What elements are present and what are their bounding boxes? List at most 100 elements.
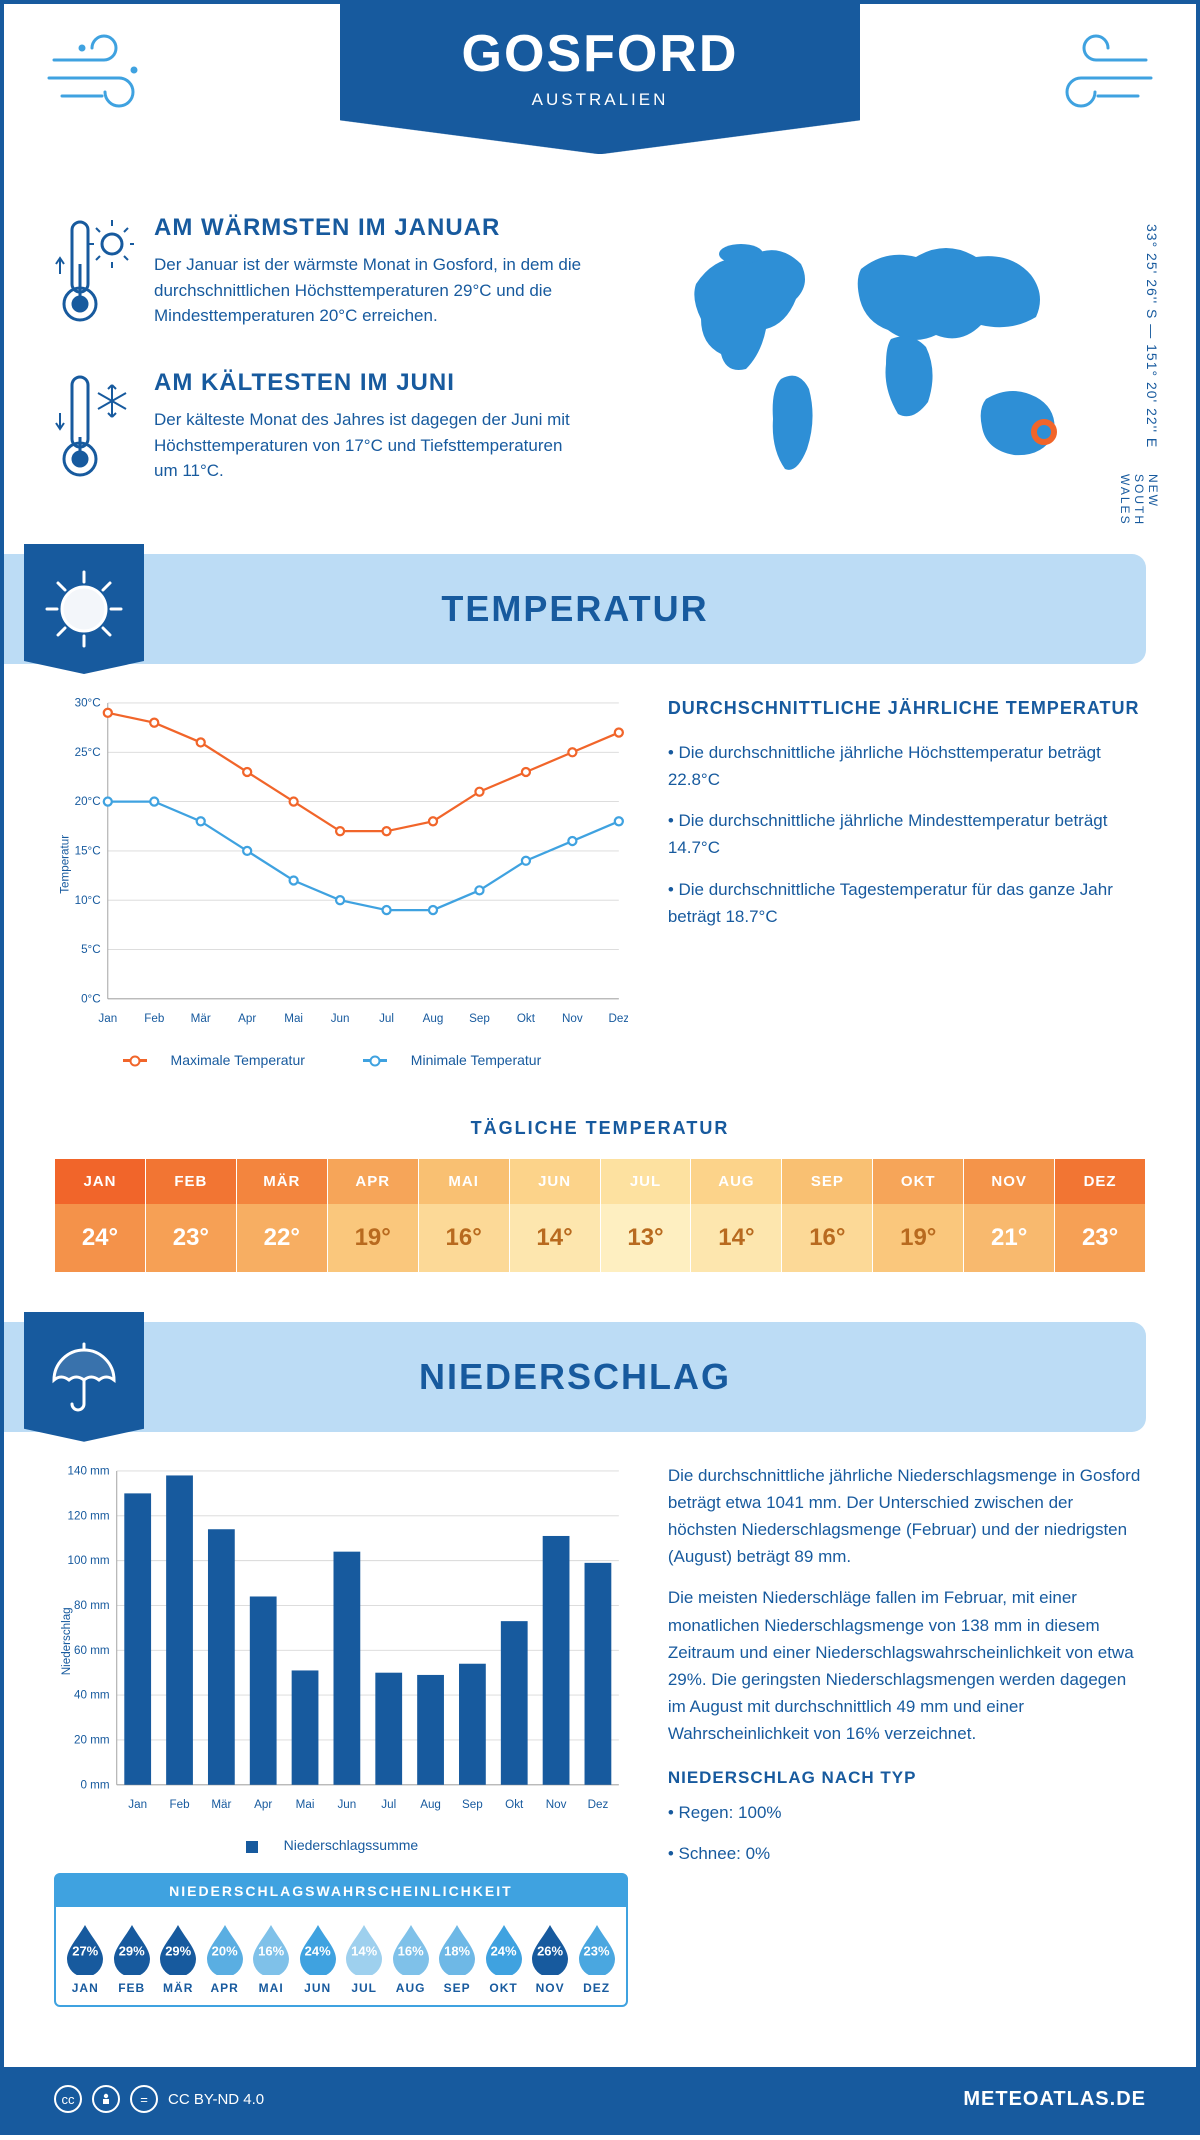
svg-text:60 mm: 60 mm [74, 1644, 110, 1657]
prob-cell: 29%MÄR [155, 1921, 201, 1995]
svg-text:Okt: Okt [505, 1798, 524, 1811]
precip-legend: Niederschlagssumme [54, 1837, 628, 1853]
section-title: TEMPERATUR [441, 588, 708, 630]
section-precipitation: NIEDERSCHLAG [4, 1322, 1146, 1432]
precip-text: Die meisten Niederschläge fallen im Febr… [668, 1584, 1146, 1747]
temp-bullet: • Die durchschnittliche jährliche Mindes… [668, 807, 1146, 861]
precip-type-bullet: • Schnee: 0% [668, 1840, 1146, 1867]
svg-text:Okt: Okt [517, 1012, 536, 1025]
prob-cell: 14%JUL [341, 1921, 387, 1995]
svg-text:Apr: Apr [254, 1798, 272, 1811]
prob-cell: 29%FEB [108, 1921, 154, 1995]
cc-icon: cc [54, 2085, 82, 2113]
temp-cell: MÄR22° [237, 1159, 328, 1272]
coordinates: 33° 25' 26'' S — 151° 20' 22'' E [1144, 224, 1160, 448]
wind-icon [1036, 30, 1156, 125]
brand: METEOATLAS.DE [963, 2088, 1146, 2111]
svg-text:Sep: Sep [462, 1798, 483, 1811]
legend-max: Maximale Temperatur [171, 1052, 305, 1068]
section-title: NIEDERSCHLAG [419, 1356, 731, 1398]
precipitation-bar-chart: 0 mm20 mm40 mm60 mm80 mm100 mm120 mm140 … [54, 1462, 628, 1821]
temperature-line-chart: 0°C5°C10°C15°C20°C25°C30°CJanFebMärAprMa… [54, 694, 628, 1035]
precip-text: Die durchschnittliche jährliche Niedersc… [668, 1462, 1146, 1571]
footer: cc = CC BY-ND 4.0 METEOATLAS.DE [4, 2067, 1196, 2131]
prob-cell: 24%JUN [294, 1921, 340, 1995]
svg-text:Nov: Nov [546, 1798, 567, 1811]
temp-text-title: DURCHSCHNITTLICHE JÄHRLICHE TEMPERATUR [668, 694, 1146, 723]
legend-sum: Niederschlagssumme [284, 1837, 419, 1853]
precip-probability-box: NIEDERSCHLAGSWAHRSCHEINLICHKEIT 27%JAN29… [54, 1873, 628, 2007]
svg-text:140 mm: 140 mm [68, 1464, 110, 1477]
coldest-fact: AM KÄLTESTEN IM JUNI Der kälteste Monat … [54, 369, 636, 494]
drop-icon: 24% [296, 1921, 340, 1975]
daily-temp-title: TÄGLICHE TEMPERATUR [4, 1118, 1196, 1139]
svg-text:80 mm: 80 mm [74, 1599, 110, 1612]
temp-cell: JAN24° [55, 1159, 146, 1272]
drop-icon: 18% [435, 1921, 479, 1975]
svg-text:25°C: 25°C [75, 746, 101, 759]
svg-text:Niederschlag: Niederschlag [60, 1607, 73, 1675]
drop-icon: 27% [63, 1921, 107, 1975]
svg-text:100 mm: 100 mm [68, 1554, 110, 1567]
temp-bullet: • Die durchschnittliche Tagestemperatur … [668, 876, 1146, 930]
svg-text:Mär: Mär [191, 1012, 211, 1025]
svg-text:Jun: Jun [331, 1012, 350, 1025]
svg-text:Jul: Jul [381, 1798, 396, 1811]
svg-text:120 mm: 120 mm [68, 1509, 110, 1522]
precip-type-title: NIEDERSCHLAG NACH TYP [668, 1764, 1146, 1791]
prob-cell: 20%APR [201, 1921, 247, 1995]
svg-text:Mai: Mai [296, 1798, 315, 1811]
country-subtitle: AUSTRALIEN [340, 90, 860, 110]
precip-type-bullet: • Regen: 100% [668, 1799, 1146, 1826]
svg-text:10°C: 10°C [75, 894, 101, 907]
drop-icon: 16% [389, 1921, 433, 1975]
svg-text:5°C: 5°C [81, 943, 101, 956]
svg-text:Dez: Dez [608, 1012, 627, 1025]
title-ribbon: GOSFORD AUSTRALIEN [340, 4, 860, 154]
svg-text:Feb: Feb [144, 1012, 164, 1025]
daily-temp-table: JAN24°FEB23°MÄR22°APR19°MAI16°JUN14°JUL1… [54, 1159, 1146, 1272]
prob-cell: 16%AUG [387, 1921, 433, 1995]
prob-title: NIEDERSCHLAGSWAHRSCHEINLICHKEIT [56, 1875, 626, 1907]
drop-icon: 14% [342, 1921, 386, 1975]
thermometer-sun-icon [54, 214, 134, 339]
temp-bullet: • Die durchschnittliche jährliche Höchst… [668, 739, 1146, 793]
svg-text:Apr: Apr [238, 1012, 256, 1025]
svg-text:Jan: Jan [128, 1798, 147, 1811]
warmest-title: AM WÄRMSTEN IM JANUAR [154, 214, 584, 242]
drop-icon: 23% [575, 1921, 619, 1975]
prob-cell: 16%MAI [248, 1921, 294, 1995]
prob-cell: 23%DEZ [573, 1921, 619, 1995]
coldest-text: Der kälteste Monat des Jahres ist dagege… [154, 407, 584, 484]
prob-cell: 26%NOV [527, 1921, 573, 1995]
temp-cell: APR19° [328, 1159, 419, 1272]
prob-cell: 24%OKT [480, 1921, 526, 1995]
svg-text:20 mm: 20 mm [74, 1733, 110, 1746]
license: cc = CC BY-ND 4.0 [54, 2085, 264, 2113]
temp-cell: NOV21° [964, 1159, 1055, 1272]
temp-cell: JUN14° [510, 1159, 601, 1272]
drop-icon: 24% [482, 1921, 526, 1975]
temp-legend: Maximale Temperatur Minimale Temperatur [54, 1052, 628, 1068]
temp-cell: JUL13° [601, 1159, 692, 1272]
drop-icon: 29% [156, 1921, 200, 1975]
svg-text:Sep: Sep [469, 1012, 490, 1025]
svg-text:40 mm: 40 mm [74, 1688, 110, 1701]
svg-text:Feb: Feb [169, 1798, 189, 1811]
svg-text:15°C: 15°C [75, 844, 101, 857]
svg-text:Mai: Mai [284, 1012, 303, 1025]
nd-icon: = [130, 2085, 158, 2113]
svg-text:Temperatur: Temperatur [58, 835, 71, 894]
drop-icon: 16% [249, 1921, 293, 1975]
temp-cell: OKT19° [873, 1159, 964, 1272]
svg-text:Dez: Dez [588, 1798, 609, 1811]
svg-text:Aug: Aug [423, 1012, 444, 1025]
prob-cell: 27%JAN [62, 1921, 108, 1995]
temp-cell: FEB23° [146, 1159, 237, 1272]
license-text: CC BY-ND 4.0 [168, 2091, 264, 2108]
umbrella-icon [24, 1312, 144, 1442]
world-map: 33° 25' 26'' S — 151° 20' 22'' E NEW SOU… [666, 214, 1146, 524]
svg-text:30°C: 30°C [75, 697, 101, 710]
svg-text:Aug: Aug [420, 1798, 441, 1811]
temp-cell: AUG14° [691, 1159, 782, 1272]
